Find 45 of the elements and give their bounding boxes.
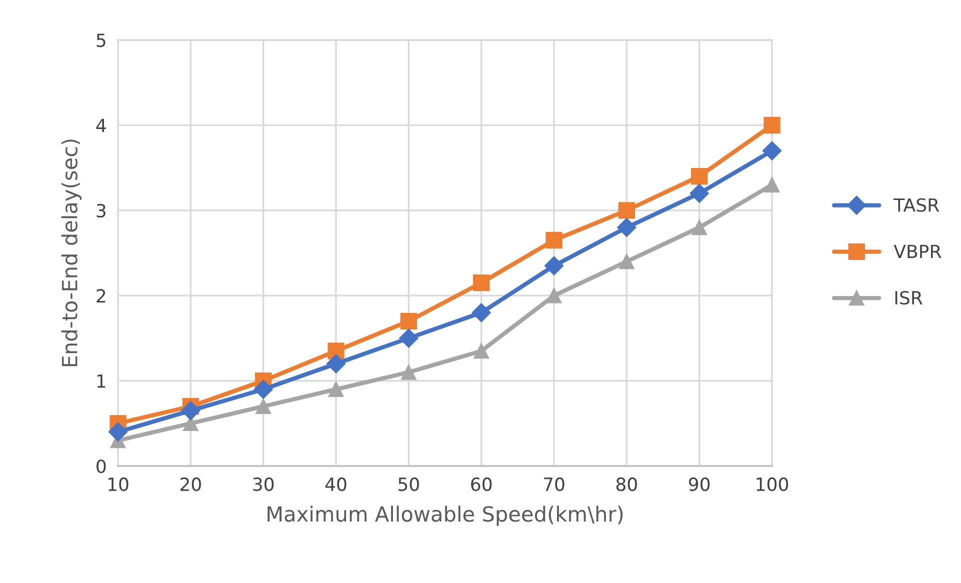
point <box>474 343 489 359</box>
legend-label: VBPR <box>894 244 942 258</box>
y-tick-label: 3 <box>96 204 106 218</box>
point <box>328 382 344 397</box>
point <box>108 422 128 442</box>
x-tick-label: 100 <box>756 477 788 492</box>
y-tick-label: 4 <box>96 118 106 132</box>
y-tick-label: 1 <box>97 374 106 388</box>
point <box>764 116 780 134</box>
point <box>618 202 635 219</box>
point <box>256 398 271 414</box>
point <box>181 401 200 420</box>
y-tick-label: 0 <box>96 459 106 474</box>
x-tick-label: 80 <box>616 477 637 492</box>
point <box>762 141 782 160</box>
x-axis-title: Maximum Allowable Speed(km\hr) <box>268 506 623 526</box>
point <box>544 256 564 276</box>
x-tick-label: 50 <box>398 477 419 492</box>
legend-label: TASR <box>894 198 940 212</box>
x-tick-label: 60 <box>471 477 492 492</box>
y-tick-label: 2 <box>96 289 106 302</box>
point <box>326 354 346 374</box>
point <box>401 364 416 380</box>
point <box>546 288 562 304</box>
point <box>691 168 708 185</box>
y-tick-label: 5 <box>96 34 106 48</box>
x-tick-label: 10 <box>108 477 128 492</box>
x-tick-label: 40 <box>325 477 346 492</box>
x-tick-label: 20 <box>180 477 201 492</box>
point <box>546 232 562 249</box>
point <box>254 380 273 399</box>
point <box>617 218 636 237</box>
point <box>690 184 709 203</box>
point <box>400 312 417 330</box>
x-tick-label: 90 <box>688 477 710 492</box>
point <box>692 220 707 236</box>
point <box>473 274 490 292</box>
legend-label: ISR <box>895 290 922 305</box>
y-axis-title: End-to-End delay(sec) <box>61 140 82 366</box>
point <box>472 303 491 322</box>
x-tick-label: 30 <box>253 477 274 492</box>
point <box>619 254 634 270</box>
point <box>399 328 418 348</box>
point <box>764 177 780 192</box>
x-tick-label: 70 <box>544 477 564 492</box>
